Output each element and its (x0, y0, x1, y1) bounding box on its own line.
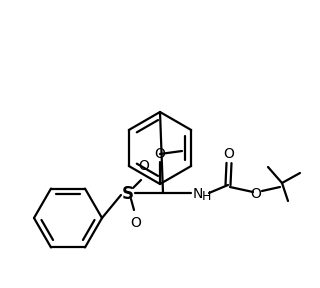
Text: N: N (193, 187, 204, 201)
Text: H: H (202, 190, 212, 202)
Text: O: O (251, 187, 261, 201)
Text: O: O (155, 147, 165, 161)
Text: O: O (224, 147, 235, 161)
Text: S: S (122, 185, 134, 203)
Text: O: O (139, 159, 149, 173)
Text: O: O (131, 216, 141, 230)
